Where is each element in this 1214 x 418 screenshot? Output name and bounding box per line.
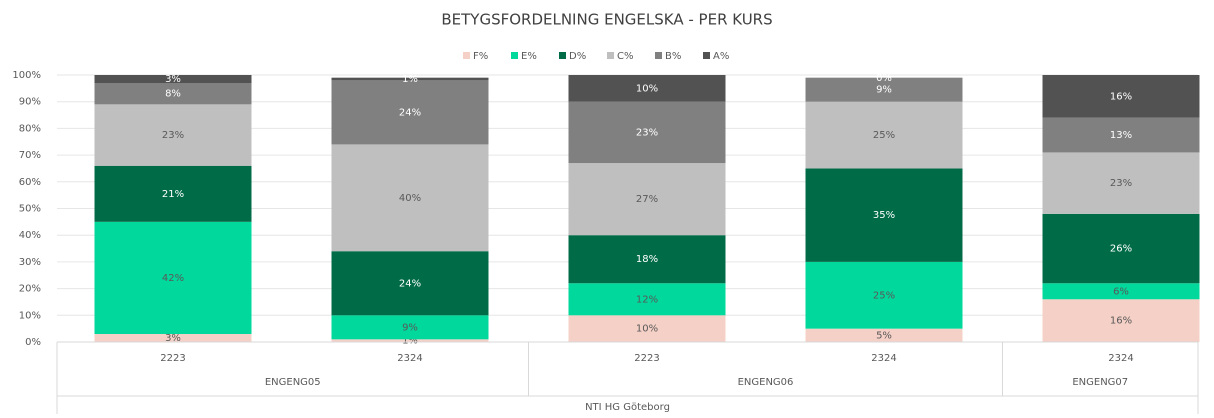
bar-segment — [805, 77, 963, 102]
y-tick-label: 60% — [19, 177, 41, 188]
data-label: 24% — [399, 278, 421, 289]
bar-segment — [1042, 75, 1200, 118]
bar-segment — [568, 315, 726, 342]
data-label: 24% — [399, 107, 421, 118]
legend-label: D% — [569, 51, 586, 62]
bar-segment — [1042, 213, 1200, 284]
data-label: 10% — [636, 83, 658, 94]
data-label: 1% — [402, 336, 418, 347]
bar-segment — [805, 168, 963, 262]
legend-swatch — [703, 52, 710, 59]
data-label: 40% — [399, 193, 421, 204]
data-label: 12% — [636, 294, 658, 305]
y-tick-label: 0% — [25, 337, 41, 348]
x-tick-label: 2324 — [871, 353, 896, 364]
bar-segment — [331, 339, 489, 342]
legend-swatch — [655, 52, 662, 59]
bar-segment — [94, 83, 252, 105]
y-tick-label: 10% — [19, 310, 41, 321]
bar-segment — [94, 333, 252, 342]
bar-segment — [1042, 299, 1200, 342]
data-label: 35% — [873, 210, 895, 221]
data-label: 25% — [873, 290, 895, 301]
bar-segment — [94, 75, 252, 84]
legend-swatch — [511, 52, 518, 59]
bar-segment — [805, 328, 963, 342]
bar-segment — [94, 104, 252, 166]
data-label: 23% — [162, 130, 184, 141]
data-label: 23% — [636, 127, 658, 138]
y-tick-label: 40% — [19, 230, 41, 241]
bar-segment — [568, 163, 726, 236]
data-label: 10% — [636, 324, 658, 335]
bar-segment — [94, 221, 252, 334]
y-tick-label: 30% — [19, 257, 41, 268]
data-label: 18% — [636, 254, 658, 265]
bar-segment — [568, 283, 726, 316]
data-label: 3% — [165, 333, 181, 344]
y-tick-label: 70% — [19, 150, 41, 161]
data-label: 13% — [1110, 130, 1132, 141]
bar-segment — [568, 75, 726, 102]
group-label: ENGENG05 — [265, 377, 321, 388]
y-tick-label: 50% — [19, 204, 41, 215]
legend-label: B% — [665, 51, 681, 62]
bar-segment — [568, 101, 726, 164]
data-label: 27% — [636, 194, 658, 205]
data-label: 25% — [873, 130, 895, 141]
data-label: 8% — [165, 89, 181, 100]
data-label: 5% — [876, 330, 892, 341]
data-label: 3% — [165, 74, 181, 85]
data-label: 6% — [1113, 286, 1129, 297]
bar-segment — [1042, 283, 1200, 300]
bar-segment — [805, 101, 963, 169]
bar-segment — [331, 77, 489, 81]
data-label: 1% — [402, 74, 418, 85]
legend-swatch — [463, 52, 470, 59]
legend-label: E% — [521, 51, 537, 62]
y-tick-label: 100% — [12, 70, 41, 81]
x-tick-label: 2223 — [634, 353, 659, 364]
bar-segment — [805, 261, 963, 329]
chart-title: BETYGSFORDELNING ENGELSKA - PER KURS — [441, 11, 772, 29]
bar-segment — [331, 315, 489, 340]
data-label: 16% — [1110, 91, 1132, 102]
legend-label: A% — [713, 51, 729, 62]
bar-segment — [1042, 117, 1200, 153]
x-tick-label: 2223 — [160, 353, 185, 364]
y-tick-label: 90% — [19, 97, 41, 108]
data-label: 42% — [162, 273, 184, 284]
data-label: 9% — [876, 85, 892, 96]
group-label: ENGENG06 — [738, 377, 794, 388]
x-tick-label: 2324 — [1108, 353, 1133, 364]
data-label: 26% — [1110, 244, 1132, 255]
data-label: 23% — [1110, 178, 1132, 189]
bar-segment — [331, 251, 489, 316]
legend-label: C% — [617, 51, 633, 62]
data-label: 21% — [162, 189, 184, 200]
legend-swatch — [607, 52, 614, 59]
y-tick-label: 20% — [19, 284, 41, 295]
group-label: ENGENG07 — [1072, 377, 1128, 388]
bar-segment — [568, 235, 726, 284]
data-label: 9% — [402, 322, 418, 333]
x-tick-label: 2324 — [397, 353, 422, 364]
y-tick-label: 80% — [19, 123, 41, 134]
bar-segment — [1042, 152, 1200, 214]
data-label: 16% — [1110, 316, 1132, 327]
supergroup-label: NTI HG Göteborg — [585, 402, 670, 413]
bar-segment — [331, 144, 489, 252]
data-label: 0% — [876, 73, 892, 84]
bar-segment — [331, 80, 489, 145]
bar-segment — [94, 165, 252, 222]
legend-swatch — [559, 52, 566, 59]
legend-label: F% — [473, 51, 488, 62]
